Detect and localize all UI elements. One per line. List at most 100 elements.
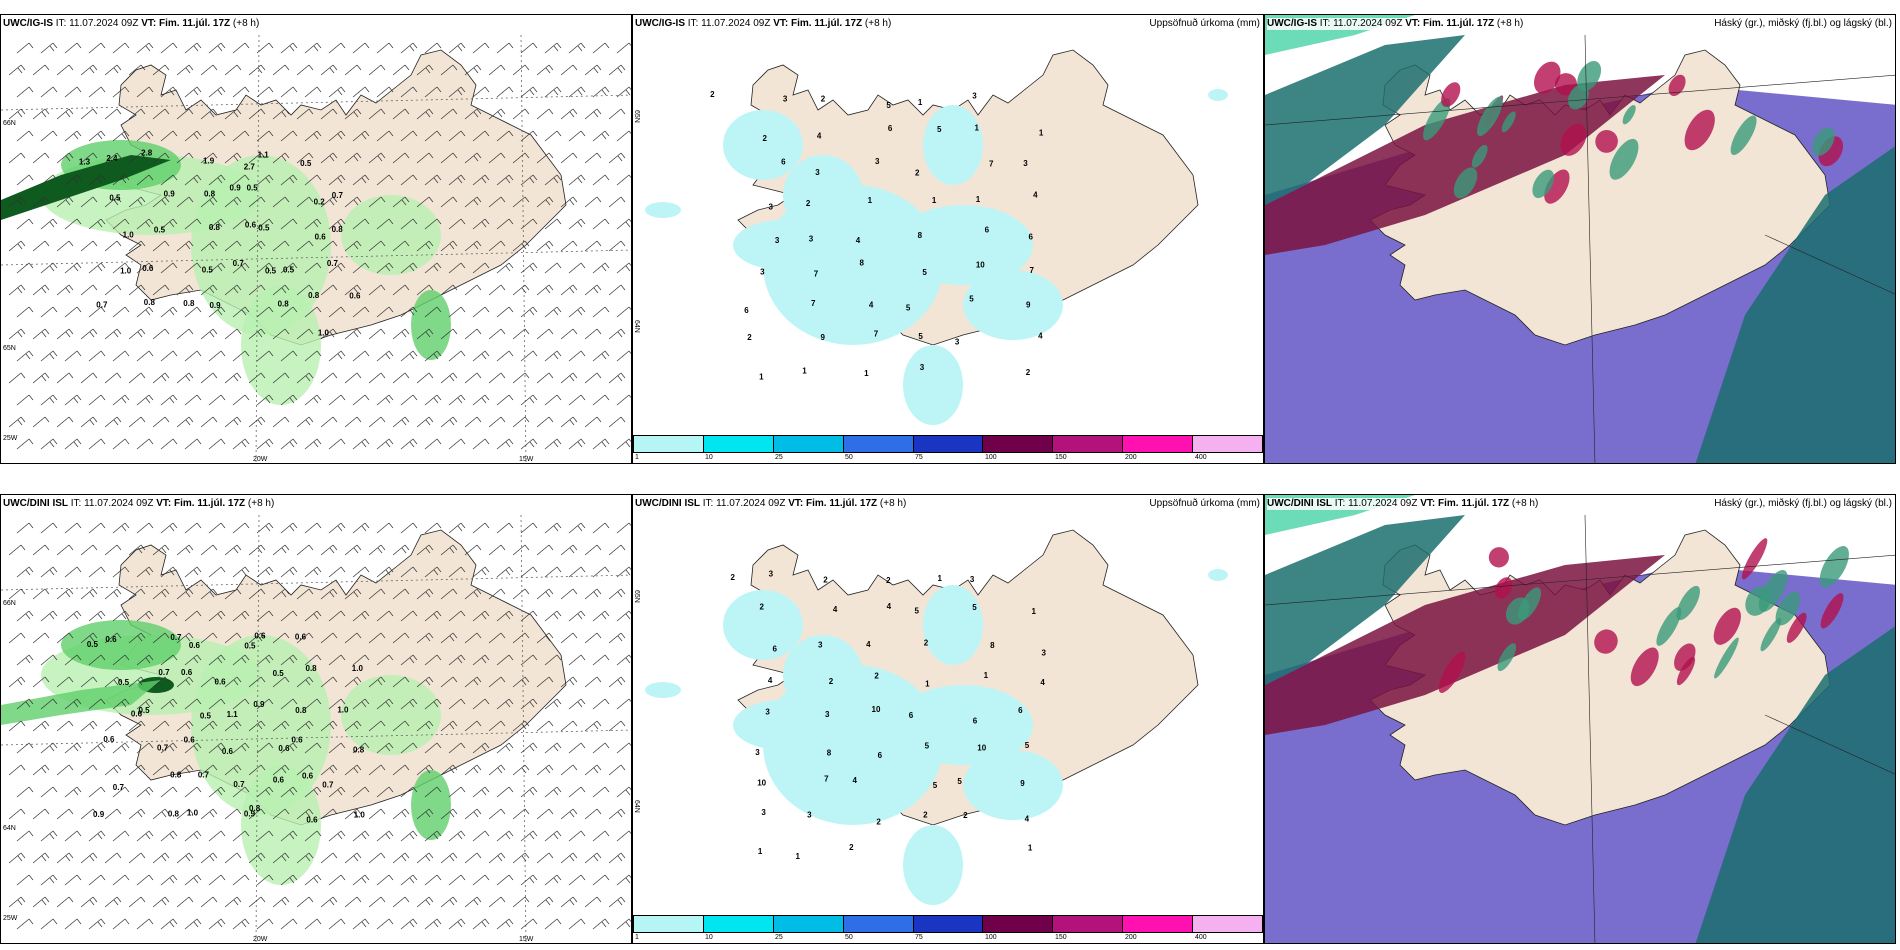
precip-map: 2 3 2 5 1 3 1 2 4 6 5 1 3 6 3 3 2 7 4 3 2 1 1 1 6 3 3 4 8 6 7 3 7 8 5 10 9 6 7… [633,49,1228,425]
wind-barb [560,764,578,776]
wind-barb [160,86,178,98]
wind-barb [272,852,290,864]
wind-barb [416,372,434,384]
precip-amount-label: 3 [761,808,766,817]
wind-barb [184,86,202,98]
precip-colorbar-ticks: 1 10 25 50 75 100 150 200 400 [633,934,1263,943]
wind-barb [616,306,631,318]
wind-barb [520,874,538,886]
cloud-streak [1758,569,1788,612]
wind-barb [392,372,410,384]
wind-barb [544,174,562,186]
low-cloud-area [1265,515,1465,685]
wind-barb [440,64,458,76]
wind-barb [232,438,250,450]
wind-barb [376,522,394,534]
wind-barb [208,698,226,710]
wind-barb [208,610,226,622]
wind-barb [56,108,74,120]
wind-barb [128,720,146,732]
wind-barb [280,394,298,406]
colorbar-segment [983,436,1054,452]
wind-barb [224,764,242,776]
wind-barb [560,64,578,76]
wind-barb [520,742,538,754]
wind-barb [464,588,482,600]
wind-barb [608,896,626,908]
wind-barb [232,698,250,710]
wind-barb [8,108,26,120]
wind-barb [440,196,458,208]
wind-barb [176,328,194,340]
precip-shading [923,585,983,665]
wind-barb [112,262,130,274]
wind-barb [592,742,610,754]
wind-barb [344,64,362,76]
wind-barb [440,896,458,908]
panel-header: UWC/DINI ISL IT: 11.07.2024 09Z VT: Fim.… [635,498,907,509]
precip-amount-label: 0.5 [200,712,212,721]
wind-barb [152,632,170,644]
wind-barb [536,328,554,340]
wind-barb [256,610,274,622]
wind-barb [424,394,442,406]
wind-barb [368,896,386,908]
precip-amount-label: 4 [1025,815,1030,824]
wind-barb [112,394,130,406]
wind-barb [616,86,631,98]
precip-amount-label: 2 [823,575,828,584]
precip-amount-label: 4 [833,605,838,614]
wind-barb [224,108,242,120]
wind-barb [32,676,50,688]
wind-barb [136,262,154,274]
wind-barb [8,852,26,864]
wind-barb [184,350,202,362]
wind-barb [248,632,266,644]
wind-barb [8,240,26,252]
cloud-streak [1532,169,1555,199]
wind-barb [520,218,538,230]
wind-barb [176,284,194,296]
precip-shading [783,635,863,715]
wind-barb [448,218,466,230]
wind-barb [256,654,274,666]
cloud-streak [1676,656,1696,686]
precip-amount-label: 2 [915,169,920,178]
wind-barb [488,240,506,252]
wind-barb [488,416,506,428]
wind-barb [64,218,82,230]
wind-barb [328,610,346,622]
precip-amount-label: 7 [814,269,819,278]
wind-barb [32,852,50,864]
wind-barb [472,610,490,622]
wind-barb [440,152,458,164]
wind-barb [208,130,226,142]
cloud-streak [1594,629,1618,654]
wind-barb [496,874,514,886]
wind-barb [328,438,346,450]
precip-amount-label: 6 [985,226,990,235]
wind-barb [448,522,466,534]
wind-barb [496,262,514,274]
wind-barb [608,196,626,208]
precip-amount-label: 0.8 [209,223,221,232]
cloud-panel-row1: UWC/IG-IS IT: 11.07.2024 09Z VT: Fim. 11… [1264,14,1896,464]
wind-barb [352,350,370,362]
wind-barb [376,174,394,186]
precip-shading [1208,569,1228,581]
precip-title: Uppsöfnuð úrkoma (mm) [1149,498,1260,509]
cloud-streak [1730,115,1757,155]
wind-barb [272,64,290,76]
wind-barb [520,306,538,318]
precip-amount-label: 0.6 [302,772,314,781]
precip-amount-label: 0.8 [295,706,307,715]
wind-barb [296,852,314,864]
colorbar-segment [1193,436,1263,452]
wind-barb [200,632,218,644]
wind-barb [152,720,170,732]
precip-shading [903,345,963,425]
wind-barb [464,852,482,864]
wind-barb [376,654,394,666]
longitude-gridline [255,34,260,463]
wind-barb [488,852,506,864]
